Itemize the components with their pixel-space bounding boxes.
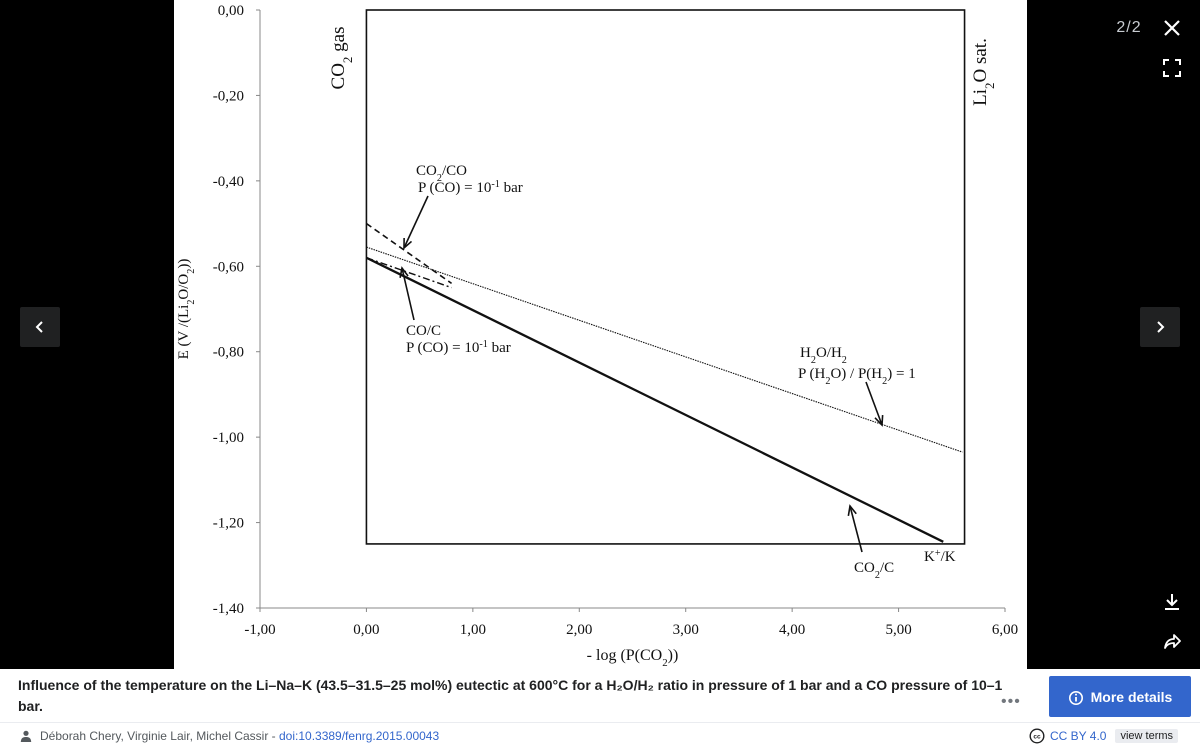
share-button[interactable]: [1158, 627, 1186, 655]
annotation-h2o-h2: H2O/H2: [800, 345, 847, 366]
arrow-co2-co-shaft: [403, 195, 429, 249]
y-tick-label: -1,40: [213, 601, 244, 617]
more-details-label: More details: [1090, 688, 1173, 705]
credit-separator: -: [268, 729, 279, 743]
arrow-co2-c-shaft: [849, 505, 863, 553]
arrow-co-c-shaft: [401, 267, 415, 321]
annotation-co2-gas: CO2 gas: [328, 27, 355, 90]
y-tick-label: 0,00: [218, 3, 244, 19]
author-credit: Déborah Chery, Virginie Lair, Michel Cas…: [20, 727, 439, 745]
share-icon: [1164, 634, 1181, 649]
arrow-co-c-head: [399, 266, 409, 278]
doi-link[interactable]: doi:10.3389/fenrg.2015.00043: [279, 729, 440, 743]
series-line-coc: [365, 256, 944, 543]
authors-text: Déborah Chery, Virginie Lair, Michel Cas…: [40, 729, 269, 743]
x-tick-label: 2,00: [566, 622, 592, 638]
download-icon: [1165, 594, 1179, 610]
next-image-button[interactable]: [1140, 307, 1180, 347]
stability-domain-box: [365, 9, 966, 545]
fullscreen-icon: [1163, 59, 1181, 77]
close-icon: [1164, 20, 1180, 36]
license-info: cc CC BY 4.0 view terms: [1029, 727, 1179, 745]
more-details-button[interactable]: More details: [1049, 676, 1191, 717]
y-tick-label: -0,80: [213, 345, 244, 361]
x-tick-label: 0,00: [353, 622, 379, 638]
series-line-hoh: [366, 246, 963, 453]
x-tick-label: 3,00: [673, 622, 699, 638]
annotation-co-c-pressure: P (CO) = 10-1 bar: [406, 339, 511, 357]
media-viewer: 0,00 -0,20 -0,40 -0,60 -0,80 -1,00 -1,20 -1,40-…: [20, 0, 1186, 669]
annotation-co2-c: CO2/C: [854, 560, 894, 581]
x-tick-label: 4,00: [779, 622, 805, 638]
pourbaix-chart: 0,00-0,20-0,40-0,60-0,80-1,00-1,20-1,40-…: [176, 3, 1018, 669]
creative-commons-icon: cc: [1029, 728, 1045, 744]
chevron-right-icon: [1157, 321, 1165, 333]
user-icon: [20, 730, 32, 742]
fullscreen-button[interactable]: [1158, 54, 1186, 82]
annotation-k-k: K+/K: [924, 548, 956, 566]
x-axis-title: - log (P(CO2)): [587, 647, 679, 669]
previous-image-button[interactable]: [20, 307, 60, 347]
y-tick-label: -0,40: [213, 174, 244, 190]
license-link[interactable]: CC BY 4.0: [1050, 729, 1107, 743]
image-counter: 2/2: [1116, 19, 1142, 36]
y-tick-label: -1,00: [213, 430, 244, 446]
annotation-co2-co-pressure: P (CO) = 10-1 bar: [418, 179, 523, 197]
y-tick-label: -0,60: [213, 259, 244, 275]
more-options-button[interactable]: •••: [1001, 693, 1021, 710]
arrow-h2o-h2-head: [874, 414, 884, 427]
view-terms-button[interactable]: view terms: [1115, 729, 1179, 743]
info-icon: [1068, 690, 1083, 705]
chevron-left-icon: [35, 321, 43, 333]
series-line-coc: [366, 257, 452, 289]
arrow-co2-co-head: [403, 237, 413, 250]
x-tick-label: 6,00: [992, 622, 1018, 638]
annotation-li2o-sat: Li2O sat.: [970, 38, 997, 106]
x-tick-label: 1,00: [460, 622, 486, 638]
svg-text:cc: cc: [1033, 734, 1041, 741]
y-tick-label: -0,20: [213, 88, 244, 104]
annotation-co-c: CO/C: [406, 323, 441, 339]
x-tick-label: 5,00: [885, 622, 911, 638]
annotation-co2-co: CO2/CO: [416, 163, 467, 184]
y-axis-title: E (V /(Li2O/O2)): [176, 259, 197, 360]
annotation-h2o-h2-ratio: P (H2O) / P(H2) = 1: [798, 366, 916, 387]
x-tick-label: -1,00: [244, 622, 275, 638]
arrow-co2-c-head: [847, 504, 857, 516]
download-button[interactable]: [1158, 588, 1186, 616]
image-caption: Influence of the temperature on the Li–N…: [18, 677, 1003, 714]
y-tick-label: -1,20: [213, 516, 244, 532]
arrow-h2o-h2-shaft: [865, 381, 883, 426]
panel-divider: [0, 722, 1200, 723]
details-panel: Influence of the temperature on the Li–N…: [0, 669, 1200, 750]
chart-image: 0,00 -0,20 -0,40 -0,60 -0,80 -1,00 -1,20 -1,40-…: [174, 0, 1027, 669]
close-button[interactable]: [1158, 14, 1186, 42]
series-line-coco: [365, 222, 453, 285]
